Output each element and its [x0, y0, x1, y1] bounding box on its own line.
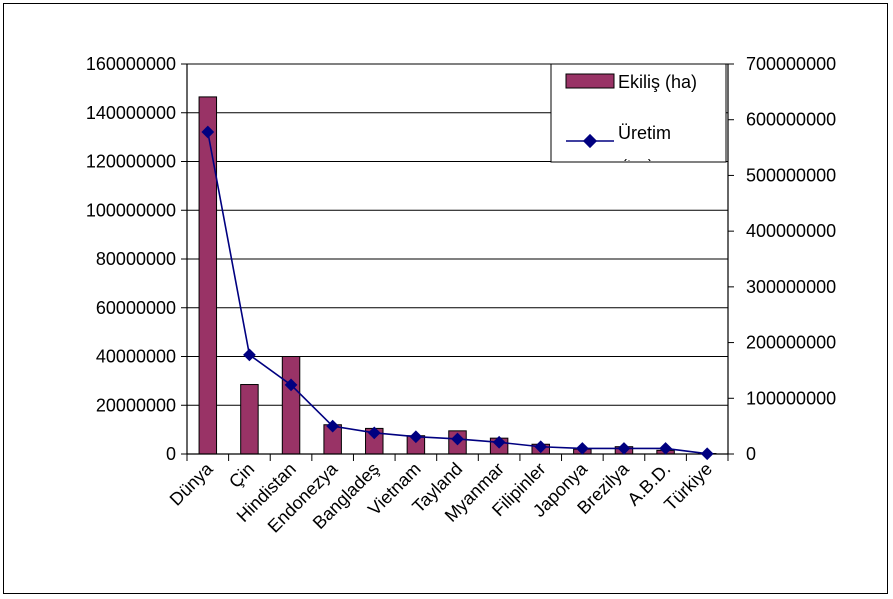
bar: [281, 356, 301, 455]
right-tick-label: 600000000: [746, 110, 836, 130]
left-tick-label: 60000000: [96, 298, 176, 318]
right-tick-label: 700000000: [746, 54, 836, 74]
right-tick-label: 400000000: [746, 221, 836, 241]
legend-line-marker: [582, 133, 598, 149]
bar-series: [198, 96, 717, 455]
left-tick-label: 100000000: [86, 200, 176, 220]
line-series: [201, 125, 714, 461]
category-label: Çin: [225, 459, 258, 492]
right-tick-label: 0: [746, 444, 756, 464]
line-point: [243, 348, 256, 362]
right-tick-label: 100000000: [746, 388, 836, 408]
line-point: [367, 426, 381, 440]
left-tick-label: 0: [166, 444, 176, 464]
right-tick-label: 500000000: [746, 165, 836, 185]
left-tick-label: 120000000: [86, 152, 176, 172]
legend-line-label-1: Üretim: [618, 123, 671, 143]
legend: Ekiliş (ha) Üretim (ton): [550, 63, 727, 174]
line-point: [700, 447, 714, 461]
axes: [181, 63, 734, 461]
legend-line-label-2: (ton): [622, 157, 653, 174]
category-label: Dünya: [166, 458, 218, 510]
chart-frame: [3, 3, 888, 594]
left-tick-label: 140000000: [86, 103, 176, 123]
right-tick-label: 300000000: [746, 277, 836, 297]
left-tick-label: 40000000: [96, 347, 176, 367]
right-tick-label: 200000000: [746, 333, 836, 353]
line-point: [409, 430, 423, 444]
bar: [240, 384, 259, 455]
left-tick-label: 20000000: [96, 395, 176, 415]
line-point: [451, 432, 464, 446]
left-tick-label: 160000000: [86, 54, 176, 74]
legend-bar-swatch: [565, 73, 615, 89]
legend-bar-label: Ekiliş (ha): [618, 72, 697, 92]
bar: [198, 96, 218, 455]
left-tick-label: 80000000: [96, 249, 176, 269]
line-point: [326, 419, 340, 433]
line-point: [284, 378, 298, 392]
line-point: [492, 435, 506, 449]
